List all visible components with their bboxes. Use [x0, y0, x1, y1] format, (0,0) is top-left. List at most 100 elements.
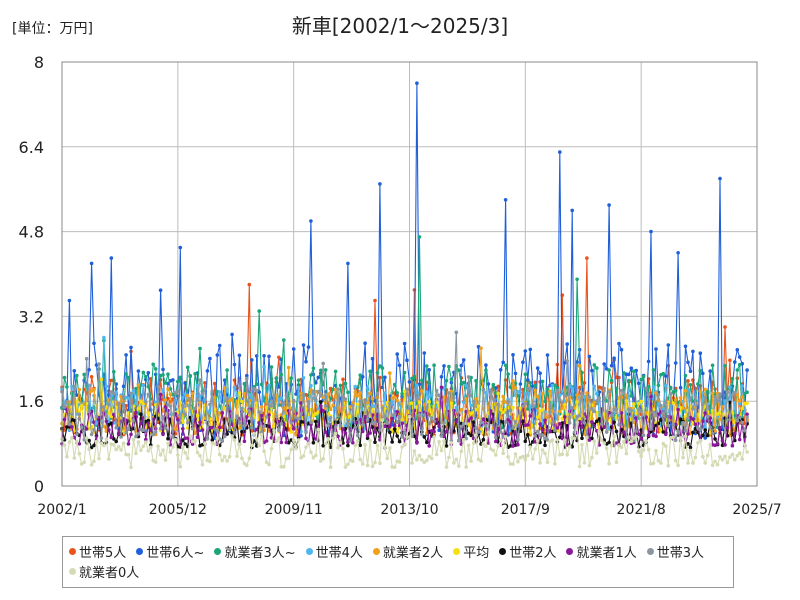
data-point — [629, 394, 634, 398]
data-point — [402, 389, 407, 394]
legend: 世帯5人 世帯6人~ 就業者3人~ 世帯4人 就業者2人 平均 世帯2人 就業者1人 世帯3人就… — [62, 536, 734, 588]
data-point — [602, 441, 606, 445]
data-point — [385, 421, 390, 426]
data-point — [415, 81, 419, 85]
data-point — [454, 330, 459, 335]
legend-item: 世帯4人 — [305, 541, 363, 561]
legend-item: 世帯2人 — [499, 541, 556, 561]
data-point — [494, 453, 498, 457]
legend-item: 就業者0人 — [69, 561, 139, 581]
data-point — [528, 387, 533, 391]
data-point — [355, 439, 360, 443]
data-point — [691, 461, 695, 465]
data-point — [728, 418, 732, 422]
data-point — [355, 394, 360, 398]
data-point — [513, 371, 518, 376]
data-point — [683, 434, 688, 439]
data-point — [511, 426, 515, 430]
legend-item: 世帯3人 — [646, 541, 704, 561]
data-point — [705, 433, 710, 438]
data-point — [737, 362, 742, 367]
data-point — [703, 436, 707, 440]
data-point — [444, 378, 449, 383]
data-point — [319, 368, 323, 373]
data-point — [516, 437, 520, 442]
data-point — [710, 431, 715, 436]
data-point — [688, 369, 693, 374]
data-point — [461, 358, 466, 362]
data-point — [222, 378, 227, 383]
data-point — [309, 420, 313, 425]
data-point — [474, 379, 478, 383]
data-point — [432, 419, 436, 424]
data-point — [215, 429, 220, 433]
data-point — [87, 409, 91, 414]
data-point — [427, 368, 432, 372]
data-point — [604, 399, 609, 403]
data-point — [176, 453, 180, 457]
data-point — [550, 421, 555, 425]
data-point — [242, 423, 247, 428]
data-point — [602, 386, 606, 391]
data-point — [686, 379, 690, 383]
data-point — [141, 428, 146, 433]
data-point — [245, 376, 249, 381]
data-point — [422, 413, 427, 417]
data-point — [227, 394, 232, 399]
data-point — [590, 407, 594, 411]
data-point — [639, 409, 643, 413]
data-point — [92, 427, 96, 432]
data-point — [627, 372, 631, 377]
data-point — [745, 401, 749, 406]
data-point — [267, 462, 271, 467]
data-point — [513, 452, 518, 456]
data-point — [166, 436, 170, 441]
data-point — [116, 445, 121, 449]
data-point — [710, 409, 715, 413]
data-point — [227, 454, 232, 459]
data-point — [126, 442, 131, 446]
data-point — [72, 384, 77, 389]
data-point — [580, 425, 584, 429]
data-point — [168, 392, 173, 397]
data-point — [368, 431, 372, 435]
data-point — [158, 453, 163, 457]
data-point — [129, 465, 133, 470]
data-point — [383, 445, 387, 450]
data-point — [250, 425, 254, 430]
data-point — [257, 410, 262, 414]
data-point — [286, 456, 291, 461]
data-point — [439, 385, 444, 390]
data-point — [365, 386, 370, 390]
data-point — [577, 363, 582, 368]
data-point — [104, 384, 109, 389]
data-point — [528, 445, 533, 449]
data-point — [129, 432, 133, 437]
data-point — [713, 437, 717, 441]
data-point — [146, 411, 151, 415]
data-point — [131, 437, 136, 442]
data-point — [604, 430, 609, 434]
data-point — [580, 436, 584, 441]
data-point — [518, 391, 523, 395]
data-point — [486, 430, 491, 435]
data-point — [442, 439, 446, 443]
data-point — [388, 425, 392, 429]
data-point — [703, 461, 707, 465]
data-point — [639, 437, 643, 441]
data-point — [457, 368, 461, 373]
data-point — [245, 373, 249, 378]
data-point — [439, 434, 444, 438]
data-point — [178, 400, 183, 405]
data-point — [530, 457, 535, 461]
data-point — [673, 361, 678, 365]
data-point — [582, 421, 587, 425]
data-point — [62, 405, 67, 409]
data-point — [503, 363, 508, 368]
data-point — [314, 412, 318, 416]
data-point — [353, 443, 358, 448]
data-point — [230, 397, 234, 401]
data-point — [651, 368, 656, 372]
data-point — [607, 440, 611, 445]
data-point — [277, 428, 281, 433]
